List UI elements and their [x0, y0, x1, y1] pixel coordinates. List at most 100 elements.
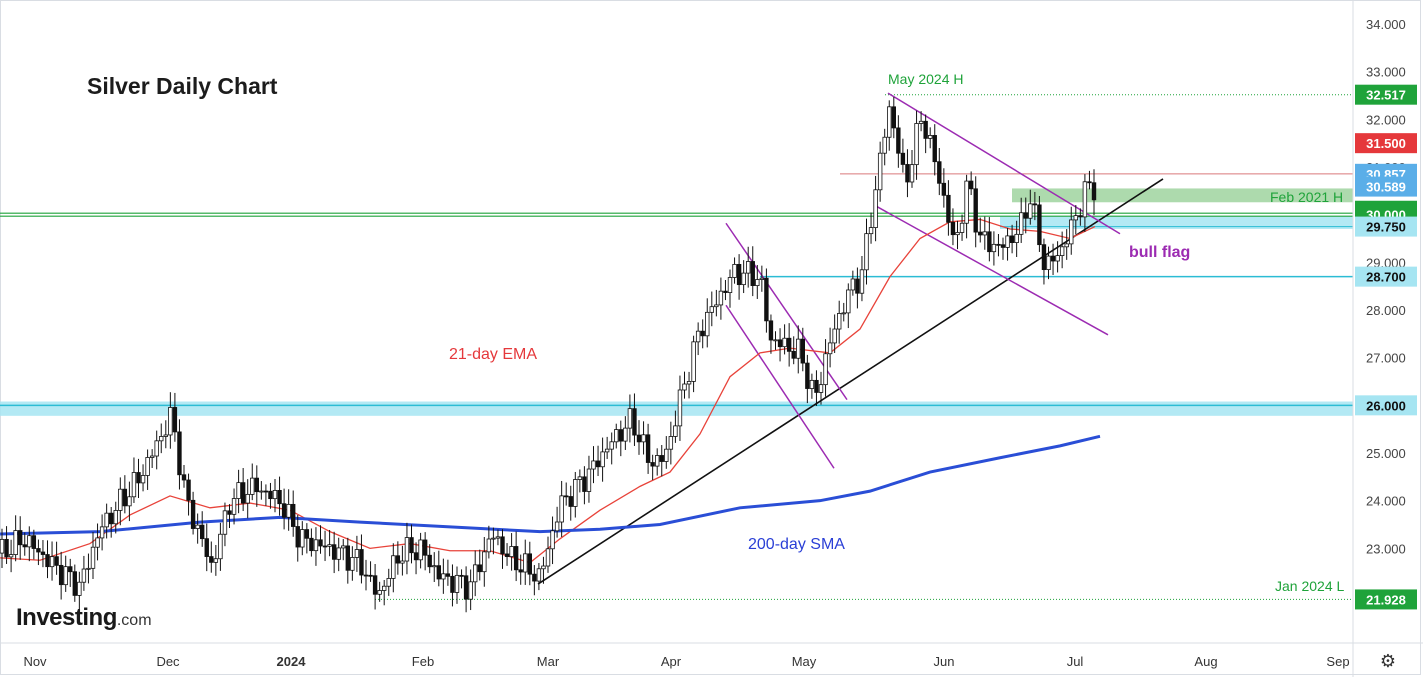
y-tick-label: 34.000	[1366, 17, 1406, 32]
candle-body	[1046, 255, 1051, 271]
candle-body	[372, 575, 378, 595]
candle-body	[718, 290, 724, 306]
candle-body	[527, 553, 532, 575]
candle-body	[541, 565, 546, 570]
candle-body	[1091, 182, 1097, 201]
may-2024-high-label: May 2024 H	[888, 71, 964, 87]
price-label-bg	[1355, 84, 1417, 105]
candle-body	[304, 529, 310, 539]
candle-body	[40, 551, 46, 555]
support-zone-26	[0, 401, 1353, 416]
candle-body	[472, 564, 478, 583]
candle-body	[928, 135, 933, 139]
candles	[0, 96, 1097, 613]
settings-gear-icon[interactable]: ⚙	[1379, 651, 1397, 671]
candle-body	[623, 427, 628, 442]
candle-body	[987, 231, 992, 253]
candle-body	[513, 546, 519, 571]
candle-body	[4, 538, 9, 558]
price-label-bg	[1355, 133, 1417, 154]
x-tick-label: Nov	[23, 654, 47, 669]
candle-body	[632, 408, 637, 436]
candle-body	[286, 503, 291, 518]
candle-body	[964, 180, 969, 224]
y-tick-label: 25.000	[1366, 446, 1406, 461]
candle-body	[245, 493, 250, 504]
candle-body	[186, 479, 191, 501]
y-tick-label: 24.000	[1366, 494, 1406, 509]
candle-body	[336, 547, 341, 560]
candle-body	[1059, 246, 1065, 256]
candle-body	[58, 564, 64, 586]
candle-body	[873, 189, 878, 229]
price-label-bg	[1355, 176, 1417, 197]
candle-body	[190, 499, 196, 529]
candle-body	[577, 476, 583, 480]
candle-body	[495, 536, 501, 539]
candle-body	[377, 590, 382, 595]
candle-body	[709, 306, 714, 313]
candle-body	[668, 436, 674, 450]
price-label-text: 28.700	[1366, 270, 1406, 285]
candle-body	[13, 530, 18, 556]
price-label-text: 30.589	[1366, 180, 1406, 195]
candle-body	[1037, 204, 1042, 246]
candle-body	[354, 549, 360, 558]
ema-21-line	[0, 218, 1096, 564]
candle-body	[1005, 235, 1010, 248]
candle-body	[181, 474, 187, 481]
candle-body	[122, 488, 128, 507]
y-tick-label: 28.000	[1366, 303, 1406, 318]
candle-body	[896, 127, 901, 154]
candle-body	[573, 479, 578, 507]
candle-body	[846, 289, 851, 314]
candle-body	[900, 152, 906, 165]
candle-body	[318, 539, 323, 547]
candle-body	[500, 536, 505, 555]
candle-body	[518, 569, 523, 573]
price-label-text: 32.517	[1366, 88, 1406, 103]
candle-body	[850, 278, 856, 291]
candle-body	[832, 328, 837, 344]
price-label: 26.000	[1355, 395, 1417, 416]
candle-body	[859, 269, 865, 294]
candle-body	[240, 482, 246, 504]
candle-body	[272, 490, 278, 500]
candle-body	[268, 490, 273, 500]
candle-body	[536, 568, 542, 582]
candle-body	[736, 263, 742, 286]
candle-body	[864, 233, 869, 271]
candle-body	[636, 434, 642, 443]
candle-body	[841, 312, 846, 315]
candle-body	[63, 566, 68, 586]
candle-body	[1019, 212, 1024, 235]
candle-body	[782, 337, 787, 348]
candle-body	[168, 407, 173, 436]
candle-body	[290, 503, 296, 527]
candle-body	[909, 164, 915, 183]
candle-body	[568, 496, 573, 507]
x-tick-label: 2024	[277, 654, 307, 669]
candle-body	[877, 152, 883, 191]
candle-body	[163, 434, 168, 437]
candle-body	[746, 261, 751, 274]
candle-body	[459, 574, 464, 577]
support-zone-2975	[1000, 216, 1353, 229]
price-label: 30.589	[1355, 176, 1417, 197]
x-tick-label: Dec	[156, 654, 180, 669]
candle-body	[559, 495, 564, 523]
candle-body	[773, 339, 778, 342]
candle-body	[0, 538, 5, 554]
candle-body	[386, 578, 391, 587]
candle-body	[614, 429, 619, 443]
candle-body	[650, 462, 655, 467]
candle-body	[72, 571, 77, 596]
candle-body	[222, 510, 228, 535]
candle-body	[432, 565, 437, 568]
price-label: 31.500	[1355, 133, 1417, 154]
candle-body	[686, 381, 692, 385]
candle-body	[309, 537, 314, 552]
candle-body	[45, 554, 50, 568]
candle-body	[1055, 255, 1060, 262]
candle-body	[395, 555, 401, 564]
